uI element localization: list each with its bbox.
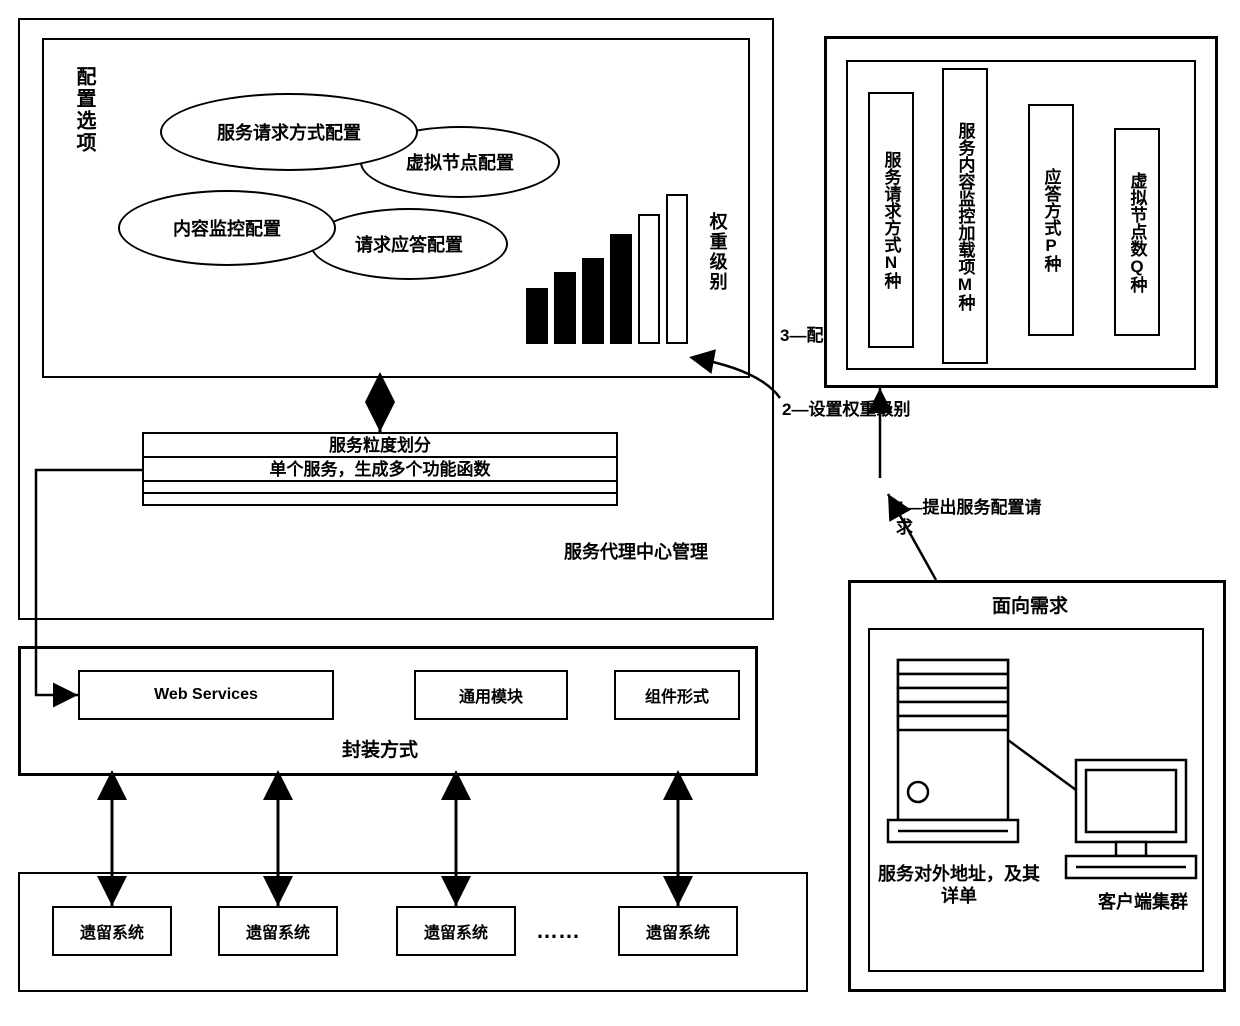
step-2-label: 2—设置权重级别 [782, 400, 962, 420]
ellipse-request-response: 请求应答配置 [310, 208, 508, 280]
granularity-title: 服务粒度划分 [329, 436, 431, 455]
client-label: 客户端集群 [1088, 892, 1198, 914]
vbar-2: 服务内容监控加载项M种 [942, 68, 988, 364]
vbar-4: 虚拟节点数Q种 [1114, 128, 1160, 336]
vbar-1: 服务请求方式N种 [868, 92, 914, 348]
ellipse-label: 服务请求方式配置 [217, 119, 361, 145]
granularity-sub: 单个服务，生成多个功能函数 [270, 460, 491, 479]
legacy-dots: …… [536, 918, 580, 944]
encap-label: Web Services [154, 686, 258, 704]
ellipse-label: 内容监控配置 [173, 215, 281, 241]
legacy-1: 遗留系统 [52, 906, 172, 956]
legacy-label: 遗留系统 [80, 919, 144, 943]
bar-6 [666, 194, 688, 344]
ellipse-label: 虚拟节点配置 [406, 149, 514, 175]
bar-3 [582, 258, 604, 344]
encap-comp: 组件形式 [614, 670, 740, 720]
legacy-label: 遗留系统 [424, 919, 488, 943]
vbar-3: 应答方式P种 [1028, 104, 1074, 336]
legacy-label: 遗留系统 [646, 919, 710, 943]
demand-label: 面向需求 [970, 596, 1090, 619]
granularity-box: 服务粒度划分 [142, 432, 618, 458]
ellipse-label: 请求应答配置 [355, 231, 463, 257]
legacy-2: 遗留系统 [218, 906, 338, 956]
service-proxy-label: 服务代理中心管理 [536, 542, 736, 564]
legacy-3: 遗留系统 [396, 906, 516, 956]
demand-inner [868, 628, 1204, 972]
encap-generic: 通用模块 [414, 670, 568, 720]
encap-label: 组件形式 [645, 683, 709, 707]
bar-5 [638, 214, 660, 344]
encap-method-label: 封装方式 [320, 740, 440, 763]
legacy-label: 遗留系统 [246, 919, 310, 943]
bar-1 [526, 288, 548, 344]
encap-web: Web Services [78, 670, 334, 720]
weight-level-label: 权重级别 [706, 212, 728, 292]
encap-label: 通用模块 [459, 683, 523, 707]
vbar-label: 应答方式P种 [1039, 168, 1064, 272]
granularity-row-2 [142, 492, 618, 506]
vbar-label: 服务请求方式N种 [879, 151, 904, 289]
legacy-4: 遗留系统 [618, 906, 738, 956]
granularity-sub-box: 单个服务，生成多个功能函数 [142, 456, 618, 482]
server-label: 服务对外地址，及其详单 [874, 864, 1044, 907]
config-options-label: 配置选项 [72, 66, 96, 154]
bar-4 [610, 234, 632, 344]
ellipse-content-monitor: 内容监控配置 [118, 190, 336, 266]
step-1-label: 1—提出服务配置请求 [896, 498, 1046, 539]
vbar-label: 虚拟节点数Q种 [1125, 172, 1150, 293]
ellipse-service-request: 服务请求方式配置 [160, 93, 418, 171]
bar-2 [554, 272, 576, 344]
vbar-label: 服务内容监控加载项M种 [953, 122, 978, 311]
